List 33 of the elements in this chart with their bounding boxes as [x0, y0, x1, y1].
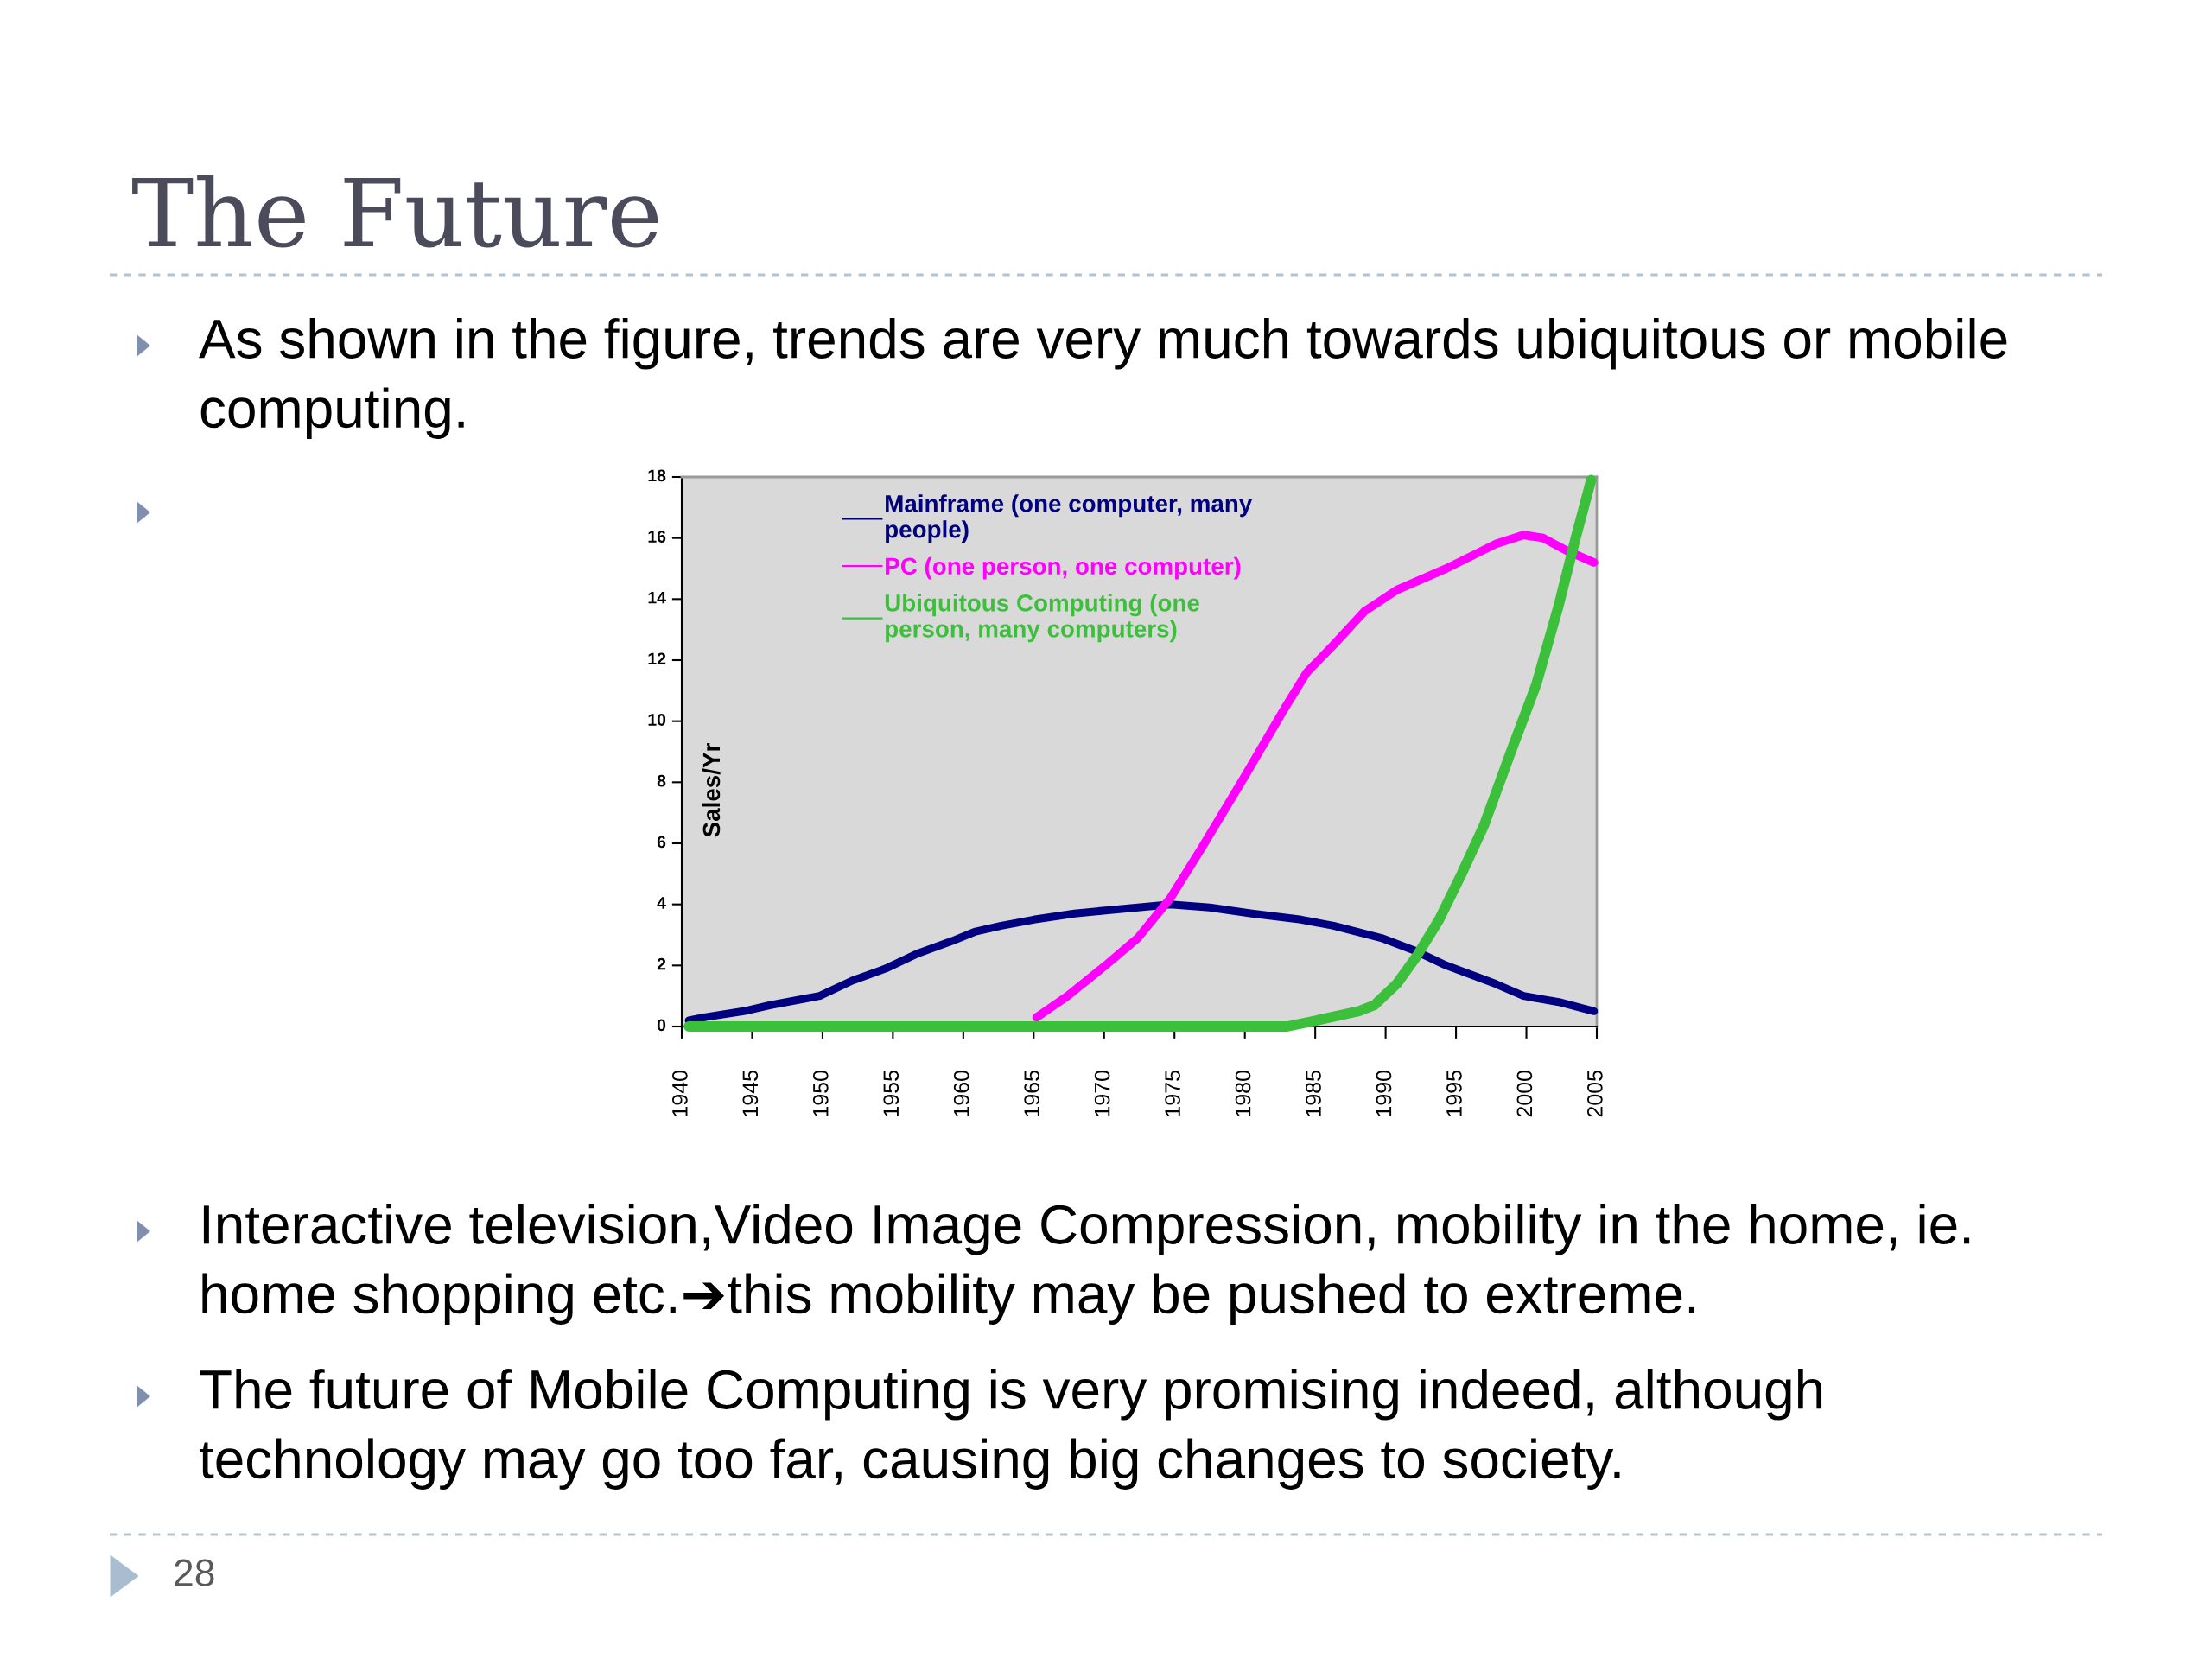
x-tick-label: 1955 [883, 1071, 899, 1116]
y-tick-label: 0 [657, 1019, 666, 1032]
x-tick-label: 1950 [812, 1070, 829, 1116]
x-tick-label: 1985 [1306, 1071, 1321, 1116]
legend-label: Ubiquitous Computing (one person, many computers) [885, 594, 1199, 643]
y-tick-label: 4 [657, 897, 666, 909]
y-tick-label: 6 [657, 836, 666, 849]
x-tick-label: 2005 [1587, 1071, 1603, 1117]
y-tick-label: 2 [657, 957, 666, 970]
text: The future of Mobile Computing is very promising indeed, although technology may go too far, causing big changes to society. [199, 1369, 1822, 1490]
y-tick-label: 16 [648, 531, 666, 543]
y-tick-label: 10 [648, 714, 666, 726]
y-tick-label: 12 [648, 652, 666, 665]
x-tick-label: 1960 [953, 1070, 969, 1116]
text: Interactive television,Video Image Compression, mobility in the home, ie. home shopping etc.➔this mobility may be pushed to extreme. [202, 1204, 1970, 1325]
x-tick-label: 1940 [672, 1070, 688, 1116]
x-tick-label: 2000 [1516, 1070, 1533, 1117]
text: As shown in the figure, trends are very much towards ubiquitous or mobile computing. [199, 318, 2007, 439]
x-tick-label: 1970 [1094, 1070, 1110, 1116]
chart-title: The Future [132, 175, 658, 248]
y-axis-title: Sales/Yr [702, 743, 721, 837]
y-tick-label: 14 [648, 591, 666, 604]
x-tick-label: 1975 [1165, 1071, 1180, 1116]
x-tick-label: 1965 [1024, 1071, 1040, 1116]
x-tick-label: 1995 [1446, 1071, 1462, 1116]
x-tick-label: 1990 [1376, 1070, 1392, 1116]
legend-label: Mainframe (one computer, many people) [886, 494, 1253, 543]
x-tick-label: 1945 [742, 1071, 759, 1116]
x-tick-label: 1980 [1235, 1070, 1251, 1116]
y-tick-label: 18 [648, 469, 666, 482]
legend-label: PC (one person, one computer) [886, 556, 1241, 580]
text: 28 [175, 1559, 214, 1586]
y-tick-label: 8 [657, 774, 666, 787]
